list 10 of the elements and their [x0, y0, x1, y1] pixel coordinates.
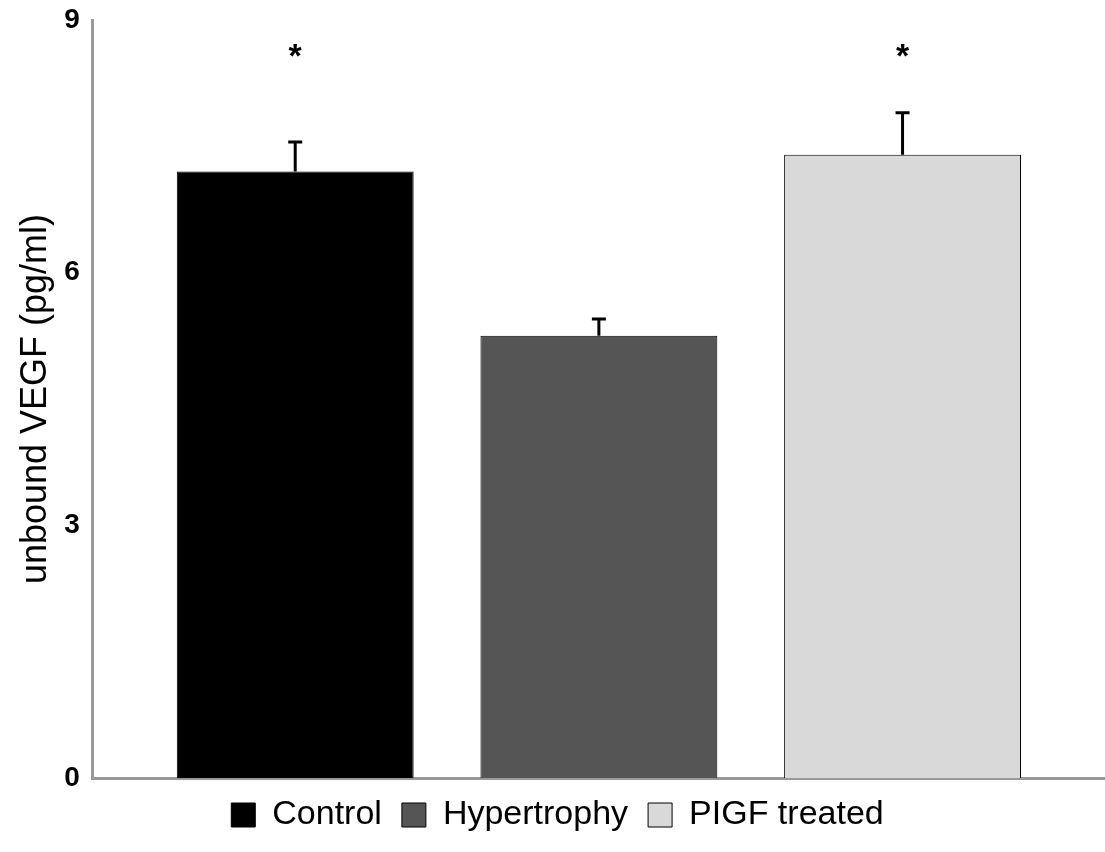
legend-label: PIGF treated	[689, 793, 884, 832]
y-tick-label: 9	[64, 2, 80, 34]
y-tick-label: 3	[64, 508, 80, 540]
y-tick-label: 0	[64, 760, 80, 792]
annotation: *	[288, 36, 303, 75]
annotation: *	[895, 36, 910, 75]
legend-label: Hypertrophy	[442, 793, 629, 832]
legend-label: Control	[272, 793, 382, 832]
y-axis-title: unbound VEGF (pg/ml)	[12, 213, 54, 585]
y-tick-label: 6	[64, 255, 80, 287]
